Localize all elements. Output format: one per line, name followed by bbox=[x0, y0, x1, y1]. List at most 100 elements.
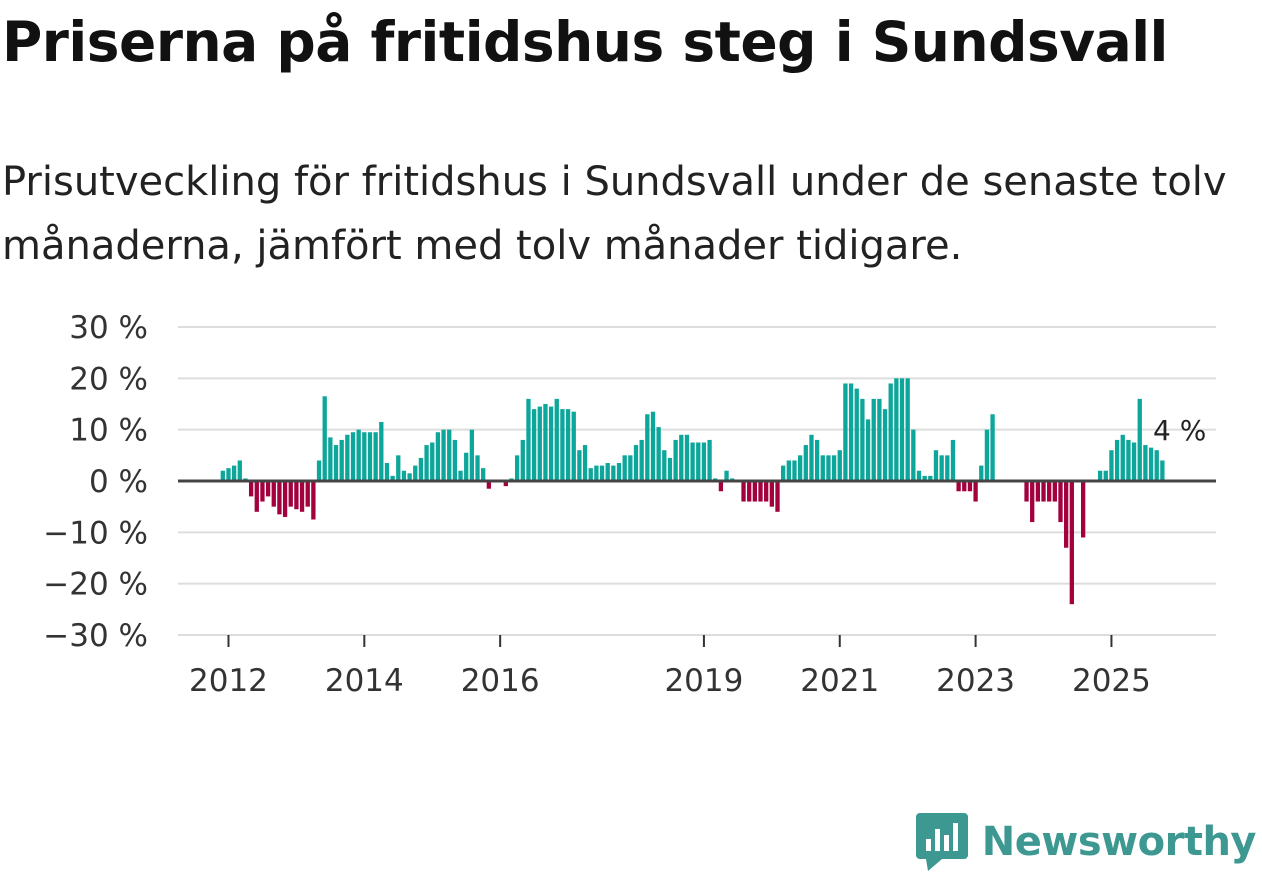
newsworthy-logo-icon bbox=[915, 813, 968, 871]
bar bbox=[531, 409, 537, 481]
bar bbox=[1114, 439, 1120, 481]
bar bbox=[667, 457, 673, 481]
bar bbox=[848, 383, 854, 481]
bar bbox=[220, 470, 225, 481]
x-tick-label: 2016 bbox=[461, 663, 540, 699]
bar bbox=[520, 439, 525, 481]
bar bbox=[950, 439, 956, 481]
bar bbox=[831, 455, 837, 481]
bar bbox=[843, 383, 848, 481]
bar bbox=[701, 442, 707, 481]
bar bbox=[650, 411, 656, 481]
bar bbox=[294, 481, 299, 510]
bar bbox=[571, 411, 576, 481]
bar bbox=[945, 455, 950, 481]
bar bbox=[594, 465, 599, 481]
bars bbox=[220, 378, 1165, 605]
y-tick-label: −30 % bbox=[43, 618, 148, 654]
bar bbox=[916, 470, 922, 481]
bar bbox=[911, 429, 916, 481]
x-tick-label: 2014 bbox=[325, 663, 404, 699]
bar bbox=[475, 455, 480, 481]
x-tick-label: 2023 bbox=[936, 663, 1015, 699]
bar bbox=[316, 460, 322, 481]
bar bbox=[458, 470, 463, 481]
bar bbox=[464, 452, 469, 481]
bar bbox=[1131, 442, 1137, 481]
bar bbox=[605, 463, 610, 481]
bar bbox=[526, 398, 531, 481]
bar bbox=[1143, 445, 1148, 481]
bar bbox=[662, 450, 667, 481]
bar bbox=[503, 481, 508, 487]
annotations: 4 % bbox=[1153, 414, 1206, 447]
bar bbox=[882, 409, 888, 481]
bar bbox=[514, 455, 520, 481]
y-tick-label: 30 % bbox=[69, 310, 148, 346]
bar bbox=[979, 465, 984, 481]
bar bbox=[973, 481, 978, 502]
bar bbox=[639, 439, 644, 481]
bar bbox=[407, 473, 412, 481]
bar bbox=[271, 481, 276, 507]
bar bbox=[413, 465, 418, 481]
y-tick-label: 0 % bbox=[89, 464, 148, 500]
bar bbox=[656, 427, 661, 481]
bar bbox=[345, 434, 350, 481]
bar bbox=[899, 378, 905, 481]
bar bbox=[288, 481, 293, 507]
bar bbox=[679, 434, 684, 481]
bar bbox=[418, 457, 424, 481]
bar bbox=[390, 475, 395, 481]
bar bbox=[339, 439, 344, 481]
bar bbox=[724, 470, 729, 481]
bar bbox=[1097, 470, 1103, 481]
bar bbox=[877, 398, 882, 481]
bar bbox=[350, 432, 356, 481]
bar bbox=[537, 406, 542, 481]
bar bbox=[967, 481, 973, 492]
bar bbox=[962, 481, 967, 492]
bar bbox=[231, 465, 237, 481]
bar bbox=[481, 468, 486, 481]
bar bbox=[854, 388, 859, 481]
bar bbox=[837, 450, 842, 481]
bar bbox=[254, 481, 259, 512]
bar bbox=[673, 439, 678, 481]
bar bbox=[633, 445, 639, 481]
bar bbox=[356, 429, 361, 481]
bar bbox=[860, 398, 865, 481]
bar bbox=[424, 445, 429, 481]
bar bbox=[797, 455, 803, 481]
bar bbox=[888, 383, 893, 481]
bar bbox=[248, 481, 254, 497]
bar bbox=[718, 481, 724, 492]
bar bbox=[384, 463, 390, 481]
bar bbox=[1137, 398, 1142, 481]
bar bbox=[820, 455, 825, 481]
y-tick-label: −10 % bbox=[43, 515, 148, 551]
bar bbox=[452, 439, 458, 481]
bar bbox=[764, 481, 769, 502]
bar bbox=[396, 455, 401, 481]
bar bbox=[305, 481, 310, 507]
bar bbox=[588, 468, 593, 481]
bar bbox=[1109, 450, 1114, 481]
bar bbox=[1160, 460, 1165, 481]
bar bbox=[922, 475, 927, 481]
bar bbox=[622, 455, 627, 481]
bar bbox=[628, 455, 633, 481]
bar bbox=[758, 481, 763, 502]
x-axis: 2012 2014 2016 2019 2021 2023 2025 bbox=[178, 634, 1216, 699]
bar bbox=[1024, 481, 1029, 502]
bar bbox=[282, 481, 288, 517]
bar bbox=[333, 445, 339, 481]
bar bbox=[554, 398, 559, 481]
bar bbox=[543, 404, 548, 481]
bar bbox=[435, 432, 441, 481]
bar bbox=[611, 465, 616, 481]
bar bbox=[707, 439, 712, 481]
bar bbox=[1052, 481, 1057, 502]
bar bbox=[1041, 481, 1046, 502]
bar bbox=[322, 396, 327, 481]
